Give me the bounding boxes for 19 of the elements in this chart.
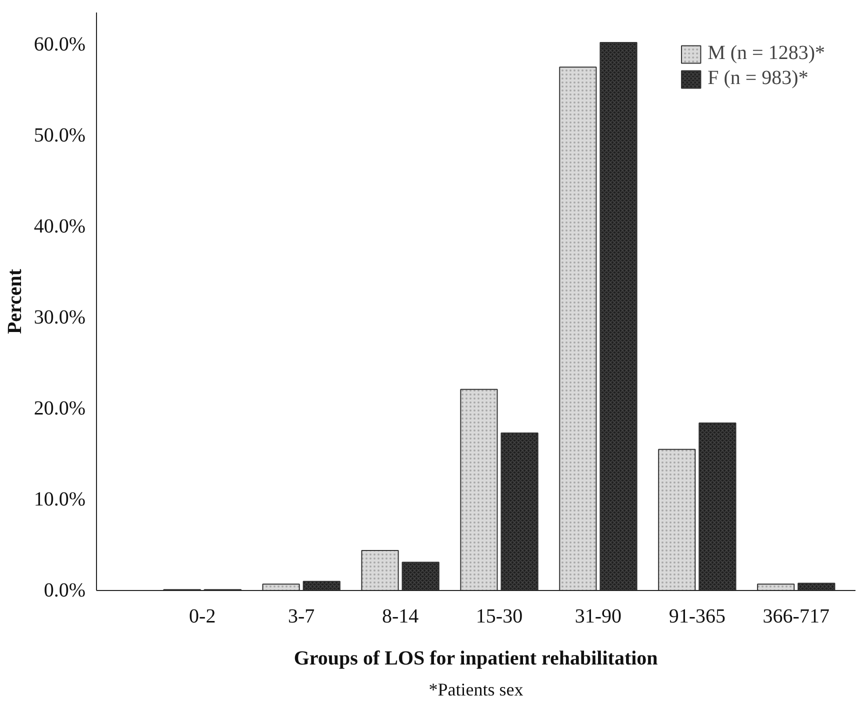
y-tick-label: 40.0% [34, 215, 86, 238]
y-tick-label: 20.0% [34, 397, 86, 420]
x-tick-label: 366-717 [762, 606, 830, 628]
x-axis-title: Groups of LOS for inpatient rehabilitation [294, 648, 658, 670]
x-tick-label: 3-7 [288, 606, 315, 628]
x-tick-label: 91-365 [668, 606, 726, 628]
x-tick-label: 0-2 [189, 606, 216, 628]
legend-label: F (n = 983)* [708, 67, 808, 90]
y-tick-label: 10.0% [34, 488, 86, 510]
y-tick-label: 30.0% [34, 306, 86, 328]
y-tick-label: 0.0% [44, 580, 86, 602]
y-axis-title: Percent [4, 268, 26, 334]
x-tick-label: 15-30 [476, 606, 523, 628]
y-tick-label: 50.0% [34, 124, 86, 146]
y-tick-label: 60.0% [34, 33, 86, 56]
x-tick-label: 8-14 [382, 606, 419, 628]
text: *Patients sex [428, 680, 524, 700]
legend-label: M (n = 1283)* [708, 42, 825, 65]
x-tick-label: 31-90 [574, 606, 622, 628]
